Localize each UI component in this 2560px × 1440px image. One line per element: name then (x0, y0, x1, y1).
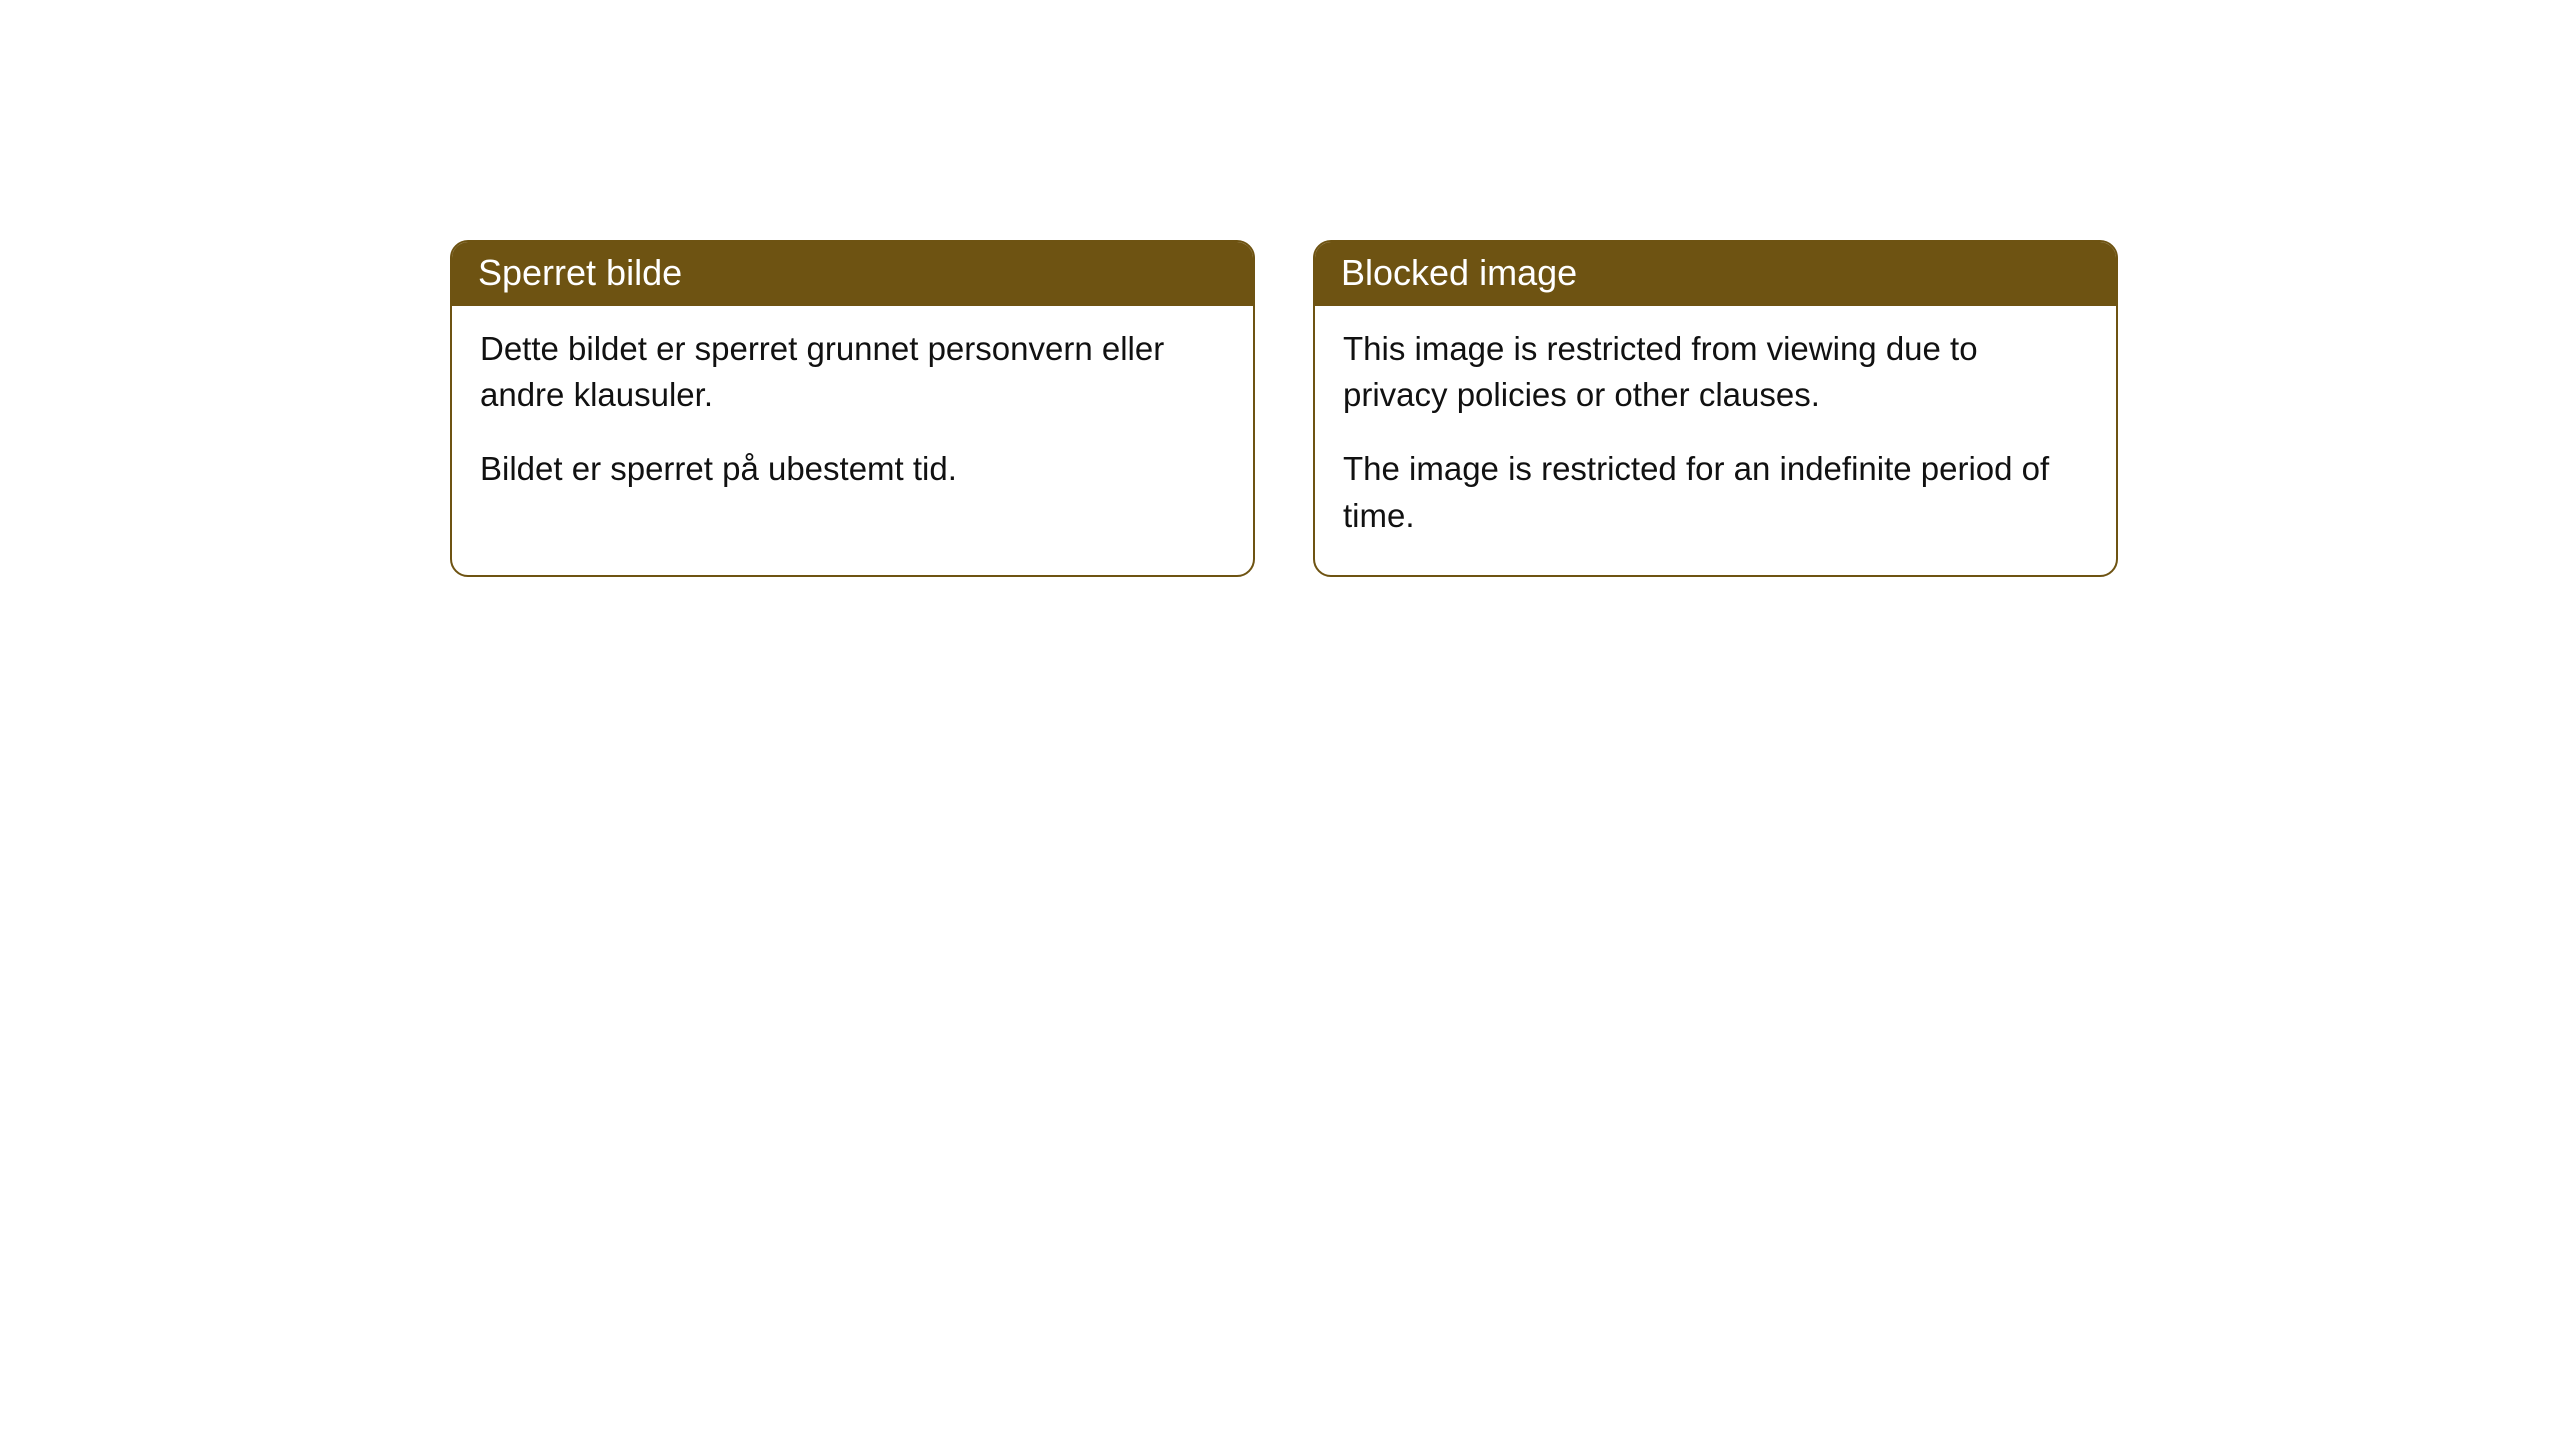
card-paragraph: The image is restricted for an indefinit… (1343, 446, 2088, 538)
card-header: Sperret bilde (452, 242, 1253, 306)
notification-cards-container: Sperret bilde Dette bildet er sperret gr… (450, 240, 2118, 577)
card-body: This image is restricted from viewing du… (1315, 306, 2116, 575)
card-title: Blocked image (1341, 252, 1577, 293)
card-paragraph: Bildet er sperret på ubestemt tid. (480, 446, 1225, 492)
card-header: Blocked image (1315, 242, 2116, 306)
blocked-image-card-english: Blocked image This image is restricted f… (1313, 240, 2118, 577)
card-paragraph: Dette bildet er sperret grunnet personve… (480, 326, 1225, 418)
blocked-image-card-norwegian: Sperret bilde Dette bildet er sperret gr… (450, 240, 1255, 577)
card-body: Dette bildet er sperret grunnet personve… (452, 306, 1253, 529)
card-paragraph: This image is restricted from viewing du… (1343, 326, 2088, 418)
card-title: Sperret bilde (478, 252, 682, 293)
